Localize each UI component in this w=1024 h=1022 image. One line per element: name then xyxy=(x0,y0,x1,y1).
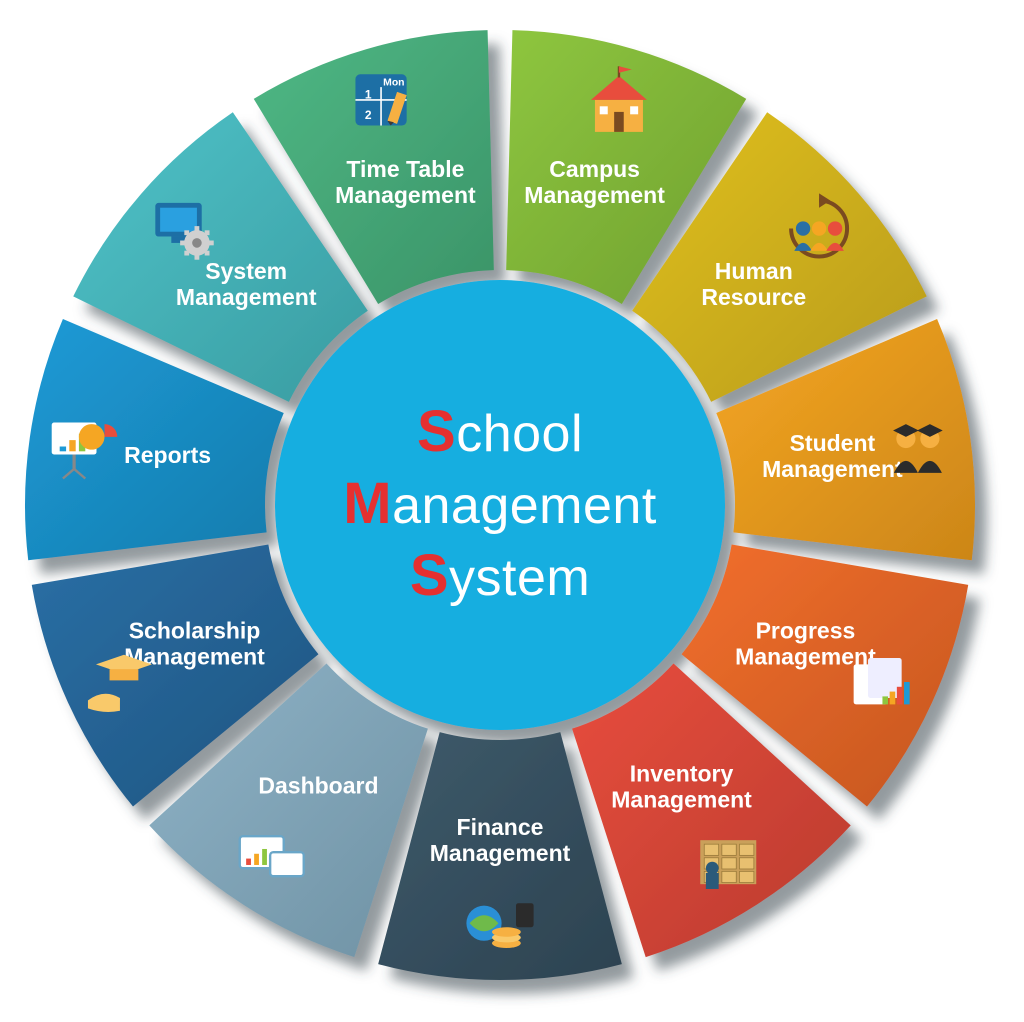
svg-text:2: 2 xyxy=(365,108,372,122)
center-word-0: School xyxy=(417,399,583,464)
svg-text:1: 1 xyxy=(365,87,372,101)
radial-diagram: CampusManagementHumanResourceStudentMana… xyxy=(0,0,1024,1022)
segment-label-timetable: Time TableManagement xyxy=(335,156,476,208)
warehouse-icon xyxy=(700,840,756,889)
reports-charts-icon xyxy=(854,658,910,704)
center-word-2: System xyxy=(410,543,590,608)
segment-label-reports: Reports xyxy=(124,442,211,468)
svg-text:Mon: Mon xyxy=(383,78,404,89)
segment-label-progress: ProgressManagement xyxy=(735,617,876,669)
segment-label-inventory: InventoryManagement xyxy=(611,760,752,812)
calendar-icon: Mon 1 2 xyxy=(355,74,406,125)
segment-label-hr: HumanResource xyxy=(701,258,806,310)
segment-label-scholarship: ScholarshipManagement xyxy=(124,617,265,669)
segment-label-dashboard: Dashboard xyxy=(258,772,378,798)
center-word-1: Management xyxy=(343,471,657,536)
